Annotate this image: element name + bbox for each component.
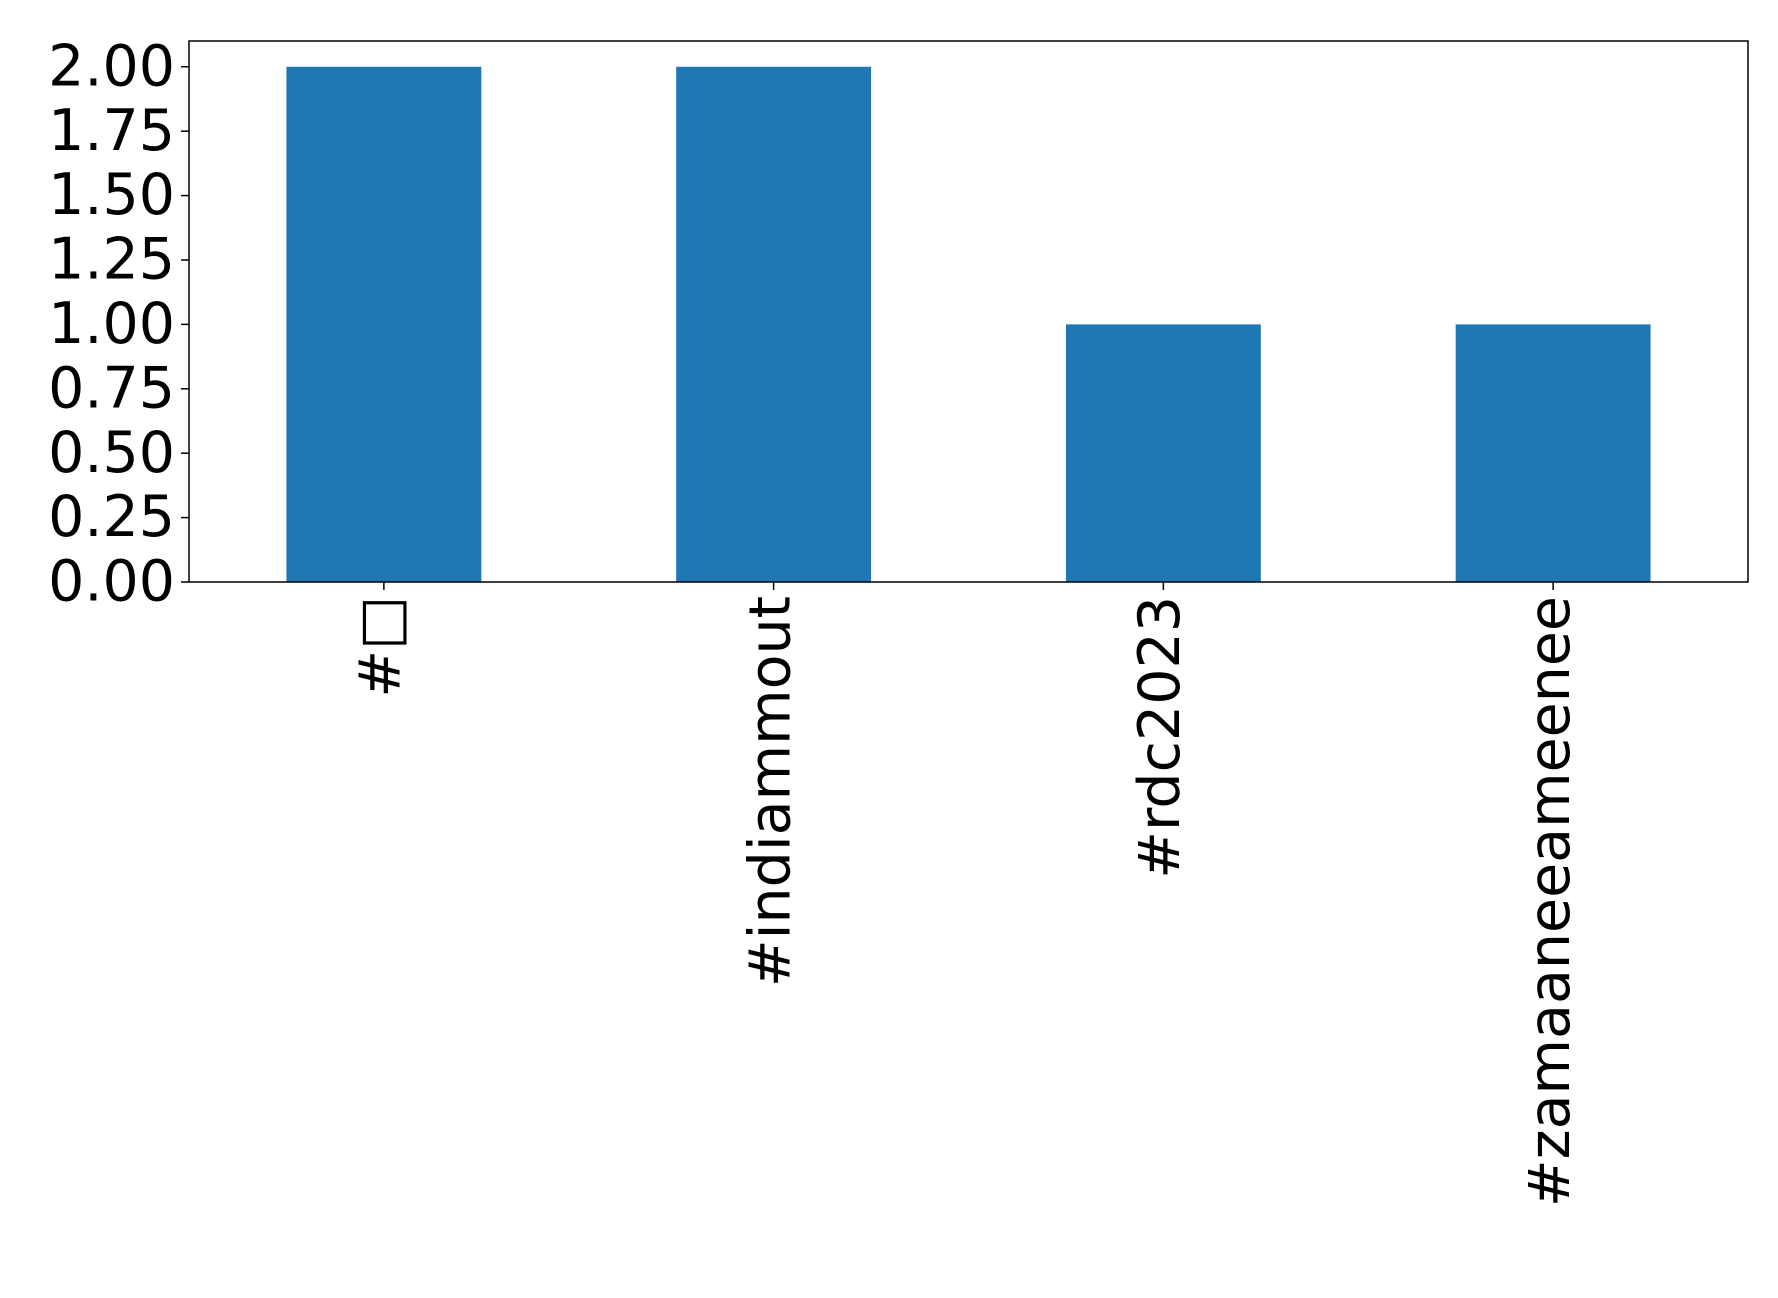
x-tick-label: #□ [348,596,414,698]
y-tick-label: 0.50 [48,420,175,486]
bar [1065,324,1261,582]
plot-frame [188,40,1749,583]
bar [676,66,872,582]
y-tick-label: 0.00 [48,549,175,615]
y-tick-label: 1.00 [48,291,175,357]
y-tick-label: 1.25 [48,227,175,293]
y-tick-label: 2.00 [48,33,175,99]
x-tick-label: #indiammout [737,596,803,987]
bar [1455,324,1651,582]
y-tick-label: 0.25 [48,484,175,550]
bar [286,66,482,582]
y-tick-label: 1.50 [48,162,175,228]
x-tick-label: #rdc2023 [1127,596,1193,879]
x-tick-label: #zamaaneeameenee [1517,596,1583,1207]
y-tick-label: 1.75 [48,98,175,164]
y-tick-label: 0.75 [48,355,175,421]
